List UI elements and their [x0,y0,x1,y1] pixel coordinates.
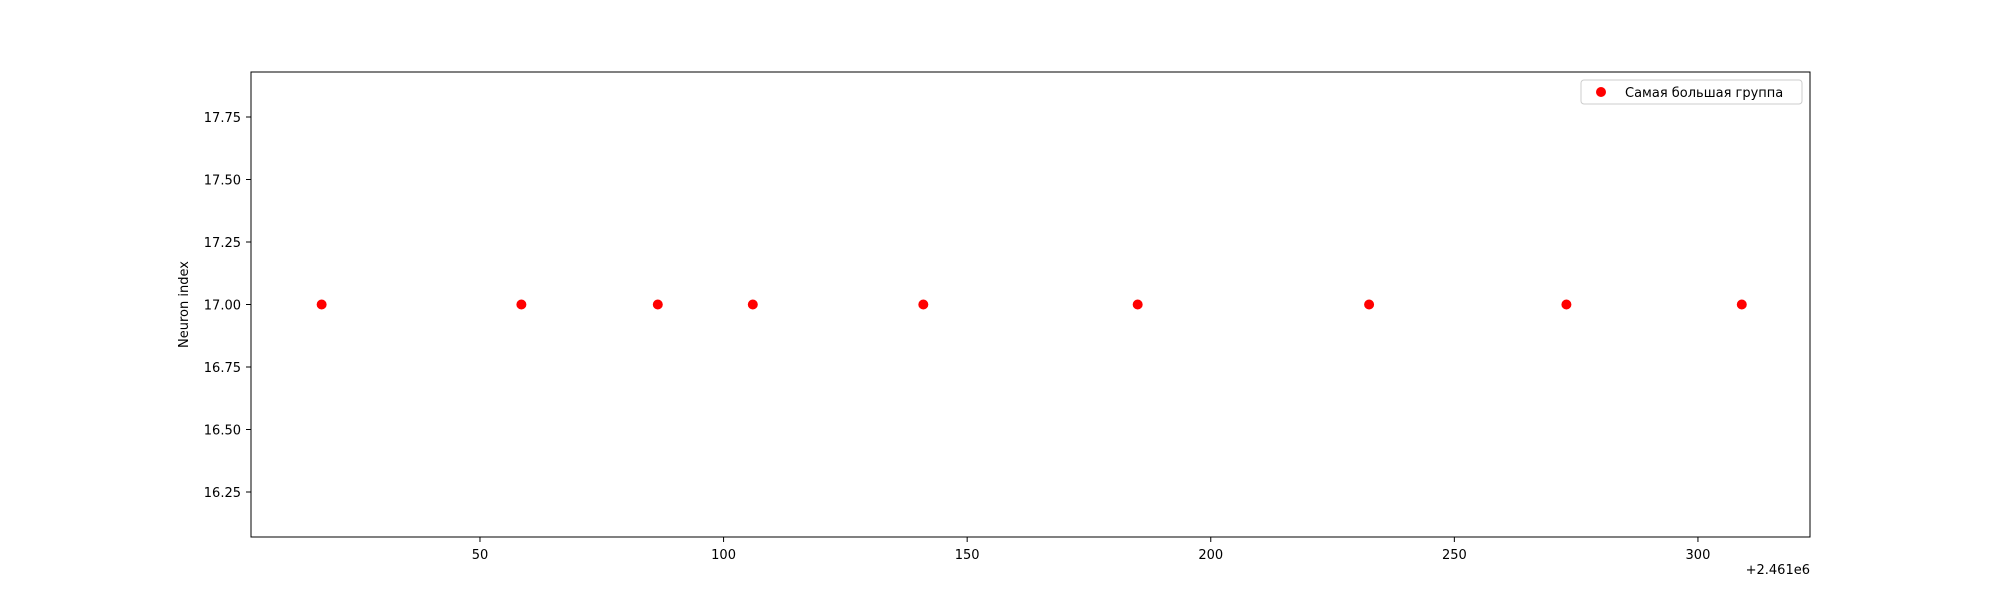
data-point [918,299,929,310]
data-points [316,299,1747,310]
x-tick-label: 200 [1198,548,1223,563]
y-tick-label: 16.25 [204,486,241,501]
legend: Самая большая группа [1580,79,1803,105]
data-point [1132,299,1143,310]
x-axis-offset-label: +2.461e6 [1746,563,1810,578]
y-axis-label: Neuron index [177,261,192,348]
x-axis-ticks: 50 100 150 200 250 300 [472,537,1711,563]
x-tick-label: 250 [1442,548,1467,563]
data-point [1561,299,1572,310]
data-point [747,299,758,310]
x-tick-label: 50 [472,548,489,563]
y-axis-ticks: 16.25 16.50 16.75 17.00 17.25 17.50 17.75 [204,111,251,501]
y-tick-label: 17.75 [204,111,241,126]
x-tick-label: 300 [1686,548,1711,563]
y-tick-label: 17.50 [204,174,241,189]
legend-label: Самая большая группа [1625,86,1783,101]
plot-area-frame [250,71,1811,538]
y-tick-label: 16.50 [204,424,241,439]
data-point [316,299,327,310]
y-tick-label: 17.25 [204,236,241,251]
y-tick-label: 17.00 [204,299,241,314]
legend-marker [1596,87,1606,97]
data-point [1364,299,1375,310]
x-tick-label: 100 [711,548,736,563]
legend-box [1580,79,1803,105]
data-point [516,299,527,310]
data-point [652,299,663,310]
data-point [1736,299,1747,310]
x-tick-label: 150 [955,548,980,563]
y-tick-label: 16.75 [204,361,241,376]
